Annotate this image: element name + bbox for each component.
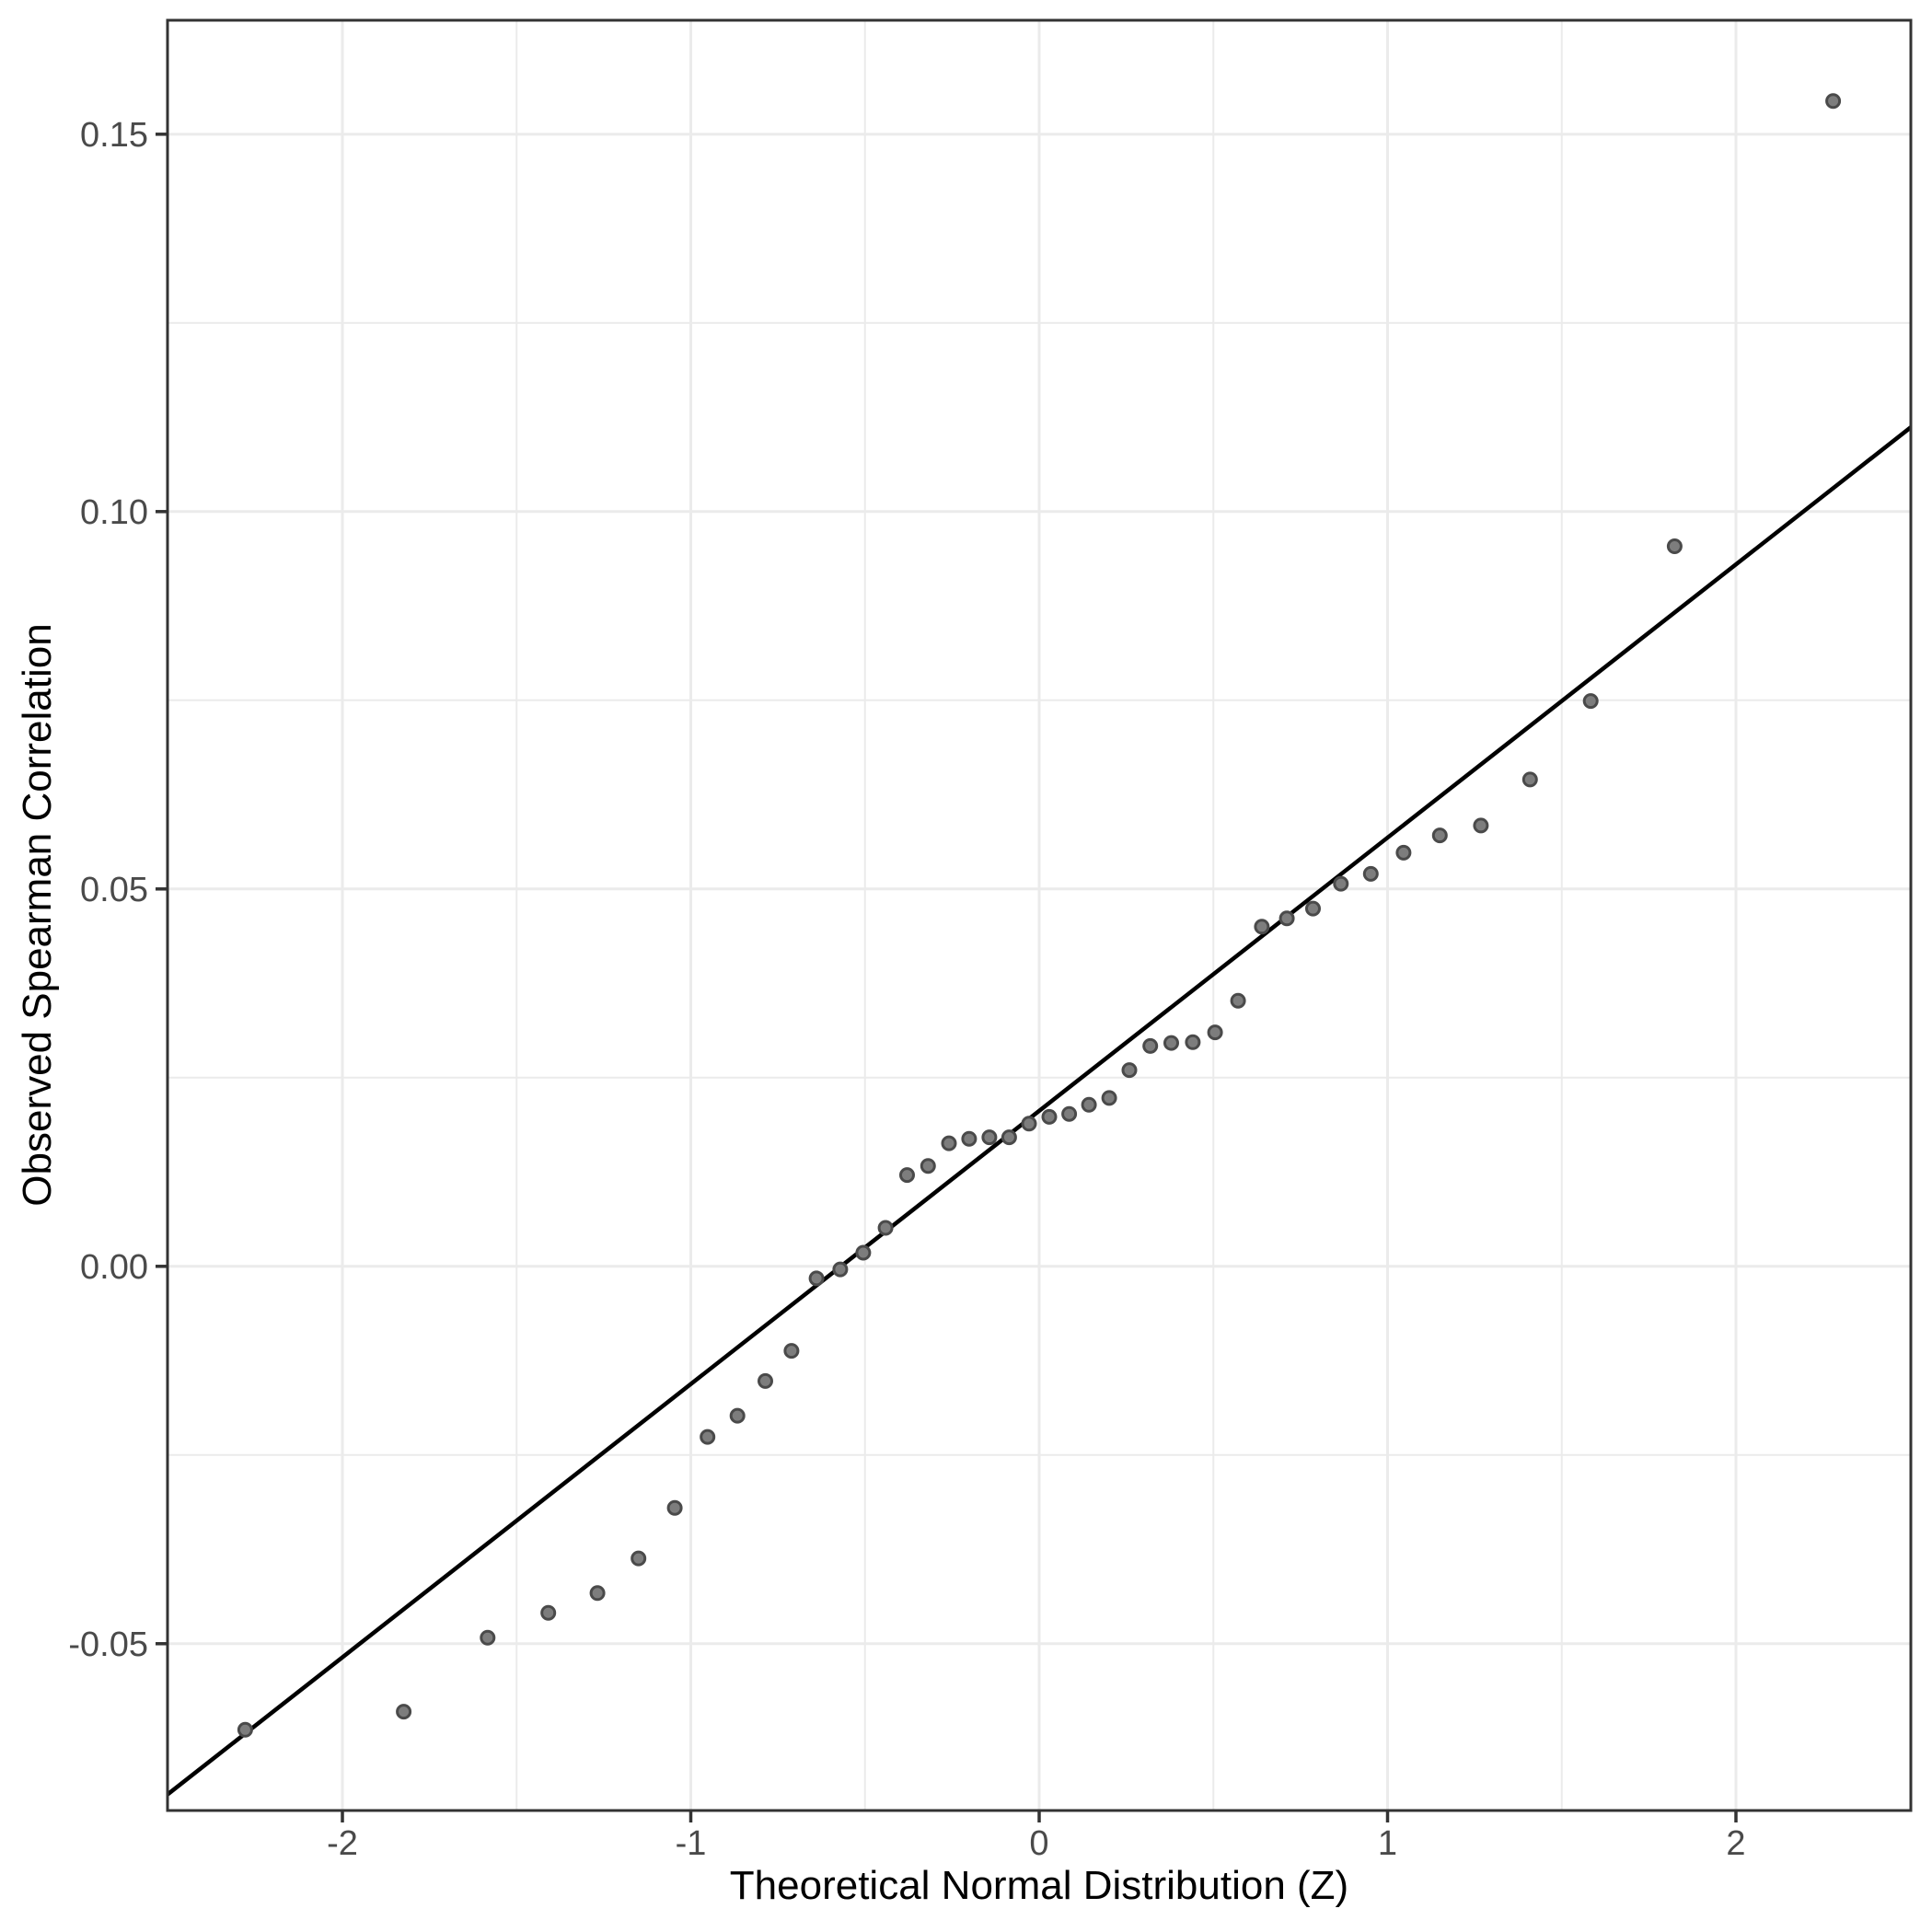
x-axis-tick-labels: -2 -1 0 1 2 — [327, 1824, 1745, 1863]
data-point — [1081, 1096, 1097, 1113]
y-tick-label: -0.05 — [68, 1625, 148, 1664]
data-points — [237, 93, 1842, 1738]
y-tick-label: 0.05 — [80, 871, 148, 909]
data-point — [540, 1604, 557, 1621]
data-point — [1666, 538, 1683, 554]
data-point — [1254, 919, 1270, 935]
data-point — [237, 1721, 253, 1738]
data-point — [961, 1130, 978, 1147]
major-gridlines — [168, 20, 1911, 1811]
data-point — [855, 1244, 872, 1261]
data-point — [1101, 1090, 1117, 1106]
data-point — [981, 1129, 998, 1146]
x-axis-ticks — [341, 1811, 1738, 1822]
data-point — [1278, 910, 1295, 927]
x-tick-label: 0 — [1029, 1824, 1048, 1863]
data-point — [1163, 1035, 1179, 1051]
x-tick-label: 2 — [1726, 1824, 1745, 1863]
data-point — [1473, 817, 1489, 834]
data-point — [1185, 1034, 1201, 1050]
data-point — [1521, 771, 1538, 788]
data-point — [1207, 1024, 1223, 1041]
data-point — [1001, 1129, 1017, 1146]
data-point — [480, 1629, 496, 1646]
data-point — [666, 1499, 683, 1516]
data-point — [808, 1270, 825, 1287]
data-point — [1582, 693, 1599, 710]
x-axis-title: Theoretical Normal Distribution (Z) — [730, 1863, 1348, 1908]
data-point — [783, 1343, 800, 1359]
data-point — [1305, 900, 1321, 917]
qq-reference-line — [166, 425, 1913, 1797]
data-point — [1021, 1116, 1037, 1132]
data-point — [729, 1407, 746, 1424]
data-point — [700, 1429, 716, 1445]
data-point — [631, 1550, 647, 1567]
y-axis-tick-labels: 0.15 0.10 0.05 0.00 -0.05 — [68, 116, 148, 1664]
x-tick-label: 1 — [1378, 1824, 1397, 1863]
data-point — [396, 1704, 412, 1720]
y-axis-title: Observed Spearman Correlation — [15, 623, 60, 1206]
y-tick-label: 0.15 — [80, 116, 148, 155]
data-point — [1362, 865, 1379, 882]
data-point — [1431, 827, 1448, 844]
data-point — [920, 1158, 936, 1174]
data-point — [1121, 1062, 1138, 1079]
data-point — [1395, 844, 1412, 861]
x-tick-label: -1 — [676, 1824, 707, 1863]
data-point — [1041, 1108, 1058, 1125]
data-point — [832, 1261, 849, 1278]
x-tick-label: -2 — [327, 1824, 358, 1863]
y-tick-label: 0.00 — [80, 1248, 148, 1287]
data-point — [877, 1220, 894, 1236]
data-point — [589, 1585, 606, 1602]
data-point — [941, 1135, 957, 1151]
data-point — [1061, 1105, 1078, 1122]
data-point — [1333, 875, 1349, 892]
y-tick-label: 0.10 — [80, 493, 148, 532]
y-axis-ticks — [156, 133, 168, 1646]
data-point — [1230, 992, 1246, 1009]
data-point — [899, 1167, 915, 1184]
data-point — [758, 1372, 773, 1389]
data-point — [1142, 1037, 1159, 1054]
data-point — [1825, 93, 1842, 110]
